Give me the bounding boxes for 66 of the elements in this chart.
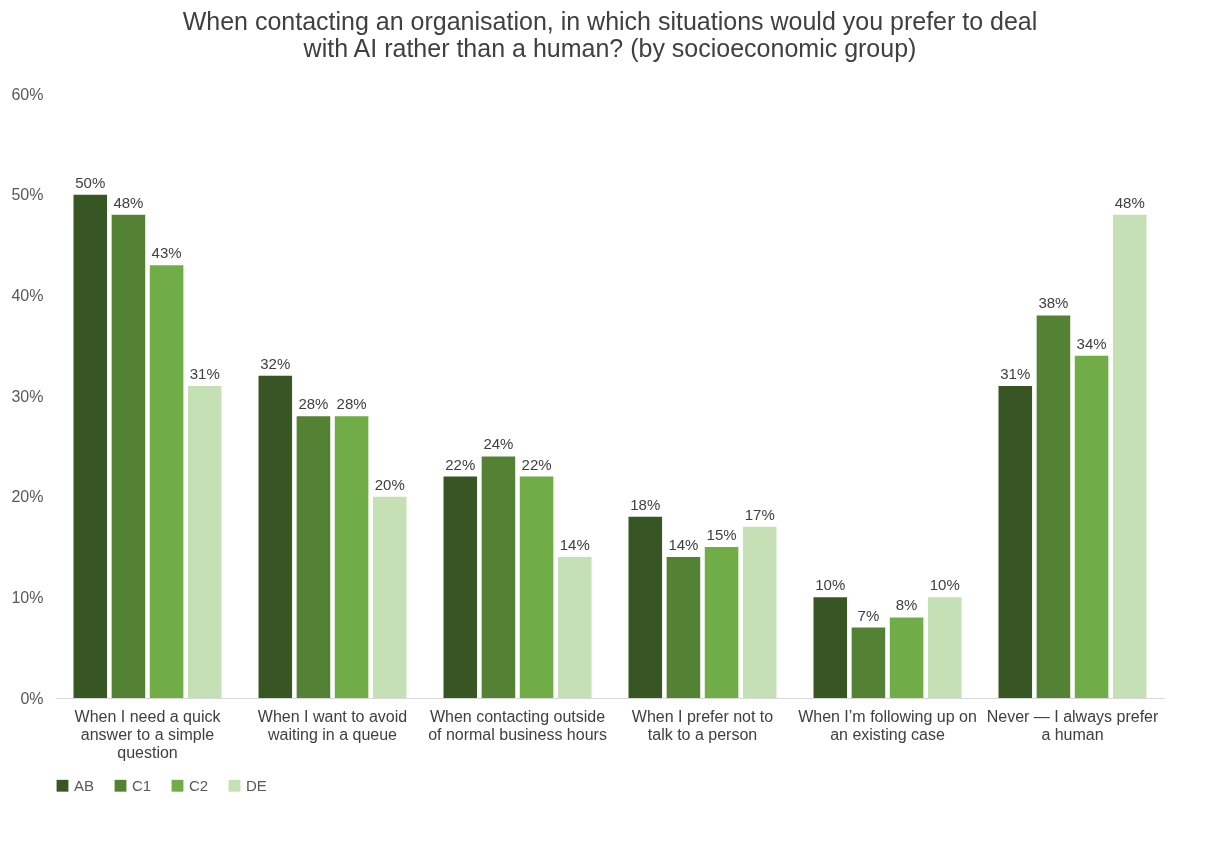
x-tick-label: Never — I always prefer a human bbox=[986, 707, 1159, 743]
data-label: 10% bbox=[815, 576, 846, 594]
data-label: 22% bbox=[445, 455, 476, 473]
legend-label: C1 bbox=[132, 776, 152, 794]
data-label: 48% bbox=[1114, 193, 1145, 211]
bar bbox=[927, 597, 962, 698]
bar bbox=[666, 557, 701, 698]
y-tick-label: 0% bbox=[20, 689, 44, 707]
y-tick-label: 30% bbox=[11, 387, 44, 405]
data-label: 20% bbox=[374, 475, 405, 493]
data-label: 22% bbox=[521, 455, 552, 473]
data-label: 32% bbox=[260, 354, 291, 372]
legend-label: C2 bbox=[189, 776, 209, 794]
bar bbox=[334, 416, 369, 698]
y-tick-label: 10% bbox=[11, 588, 44, 606]
bar bbox=[813, 597, 848, 698]
data-label: 48% bbox=[113, 193, 144, 211]
bar bbox=[1036, 315, 1071, 698]
bar bbox=[149, 265, 184, 698]
data-label: 28% bbox=[298, 395, 329, 413]
data-label: 38% bbox=[1038, 294, 1069, 312]
y-tick-label: 20% bbox=[11, 488, 44, 506]
data-label: 14% bbox=[668, 536, 699, 554]
data-label: 31% bbox=[189, 364, 220, 382]
data-label: 43% bbox=[151, 244, 182, 262]
bar bbox=[519, 476, 554, 698]
x-tick-label: When I need a quick answer to a simple question bbox=[74, 707, 222, 761]
bar bbox=[111, 214, 146, 698]
data-label: 31% bbox=[1000, 364, 1031, 382]
x-tick-label: When contacting outside of normal business hours bbox=[428, 707, 607, 743]
data-label: 18% bbox=[630, 495, 661, 513]
data-label: 34% bbox=[1076, 334, 1107, 352]
x-tick-label: When I want to avoid waiting in a queue bbox=[257, 707, 408, 743]
bar bbox=[187, 385, 222, 698]
y-tick-label: 40% bbox=[11, 286, 44, 304]
bar bbox=[481, 456, 516, 698]
legend-label: DE bbox=[246, 776, 267, 794]
chart-title: When contacting an organisation, in which situations would you prefer to deal with AI rather than a human? (by socioeconomic group) bbox=[182, 7, 1038, 62]
bar bbox=[1074, 355, 1109, 698]
bar bbox=[998, 385, 1033, 698]
x-tick-label: When I’m following up on an existing case bbox=[798, 707, 977, 743]
bar bbox=[258, 375, 293, 698]
bar bbox=[889, 617, 924, 698]
bar bbox=[1112, 214, 1147, 698]
data-label: 7% bbox=[857, 606, 880, 624]
bar bbox=[628, 516, 663, 698]
bar bbox=[73, 194, 108, 698]
data-label: 24% bbox=[483, 435, 514, 453]
bar bbox=[742, 526, 777, 698]
bar bbox=[704, 547, 739, 698]
data-label: 50% bbox=[75, 173, 106, 191]
data-label: 8% bbox=[895, 596, 918, 614]
data-label: 28% bbox=[336, 395, 367, 413]
bar bbox=[372, 496, 407, 698]
y-tick-label: 60% bbox=[11, 85, 44, 103]
x-tick-label: When I prefer not to talk to a person bbox=[631, 707, 774, 743]
bar bbox=[851, 627, 886, 698]
legend-label: AB bbox=[74, 776, 95, 794]
y-tick-label: 50% bbox=[11, 186, 44, 204]
bar bbox=[443, 476, 478, 698]
bar bbox=[296, 416, 331, 698]
data-label: 17% bbox=[744, 505, 775, 523]
data-label: 14% bbox=[559, 536, 590, 554]
bar bbox=[557, 557, 592, 698]
data-label: 15% bbox=[706, 526, 737, 543]
data-label: 10% bbox=[929, 576, 960, 594]
